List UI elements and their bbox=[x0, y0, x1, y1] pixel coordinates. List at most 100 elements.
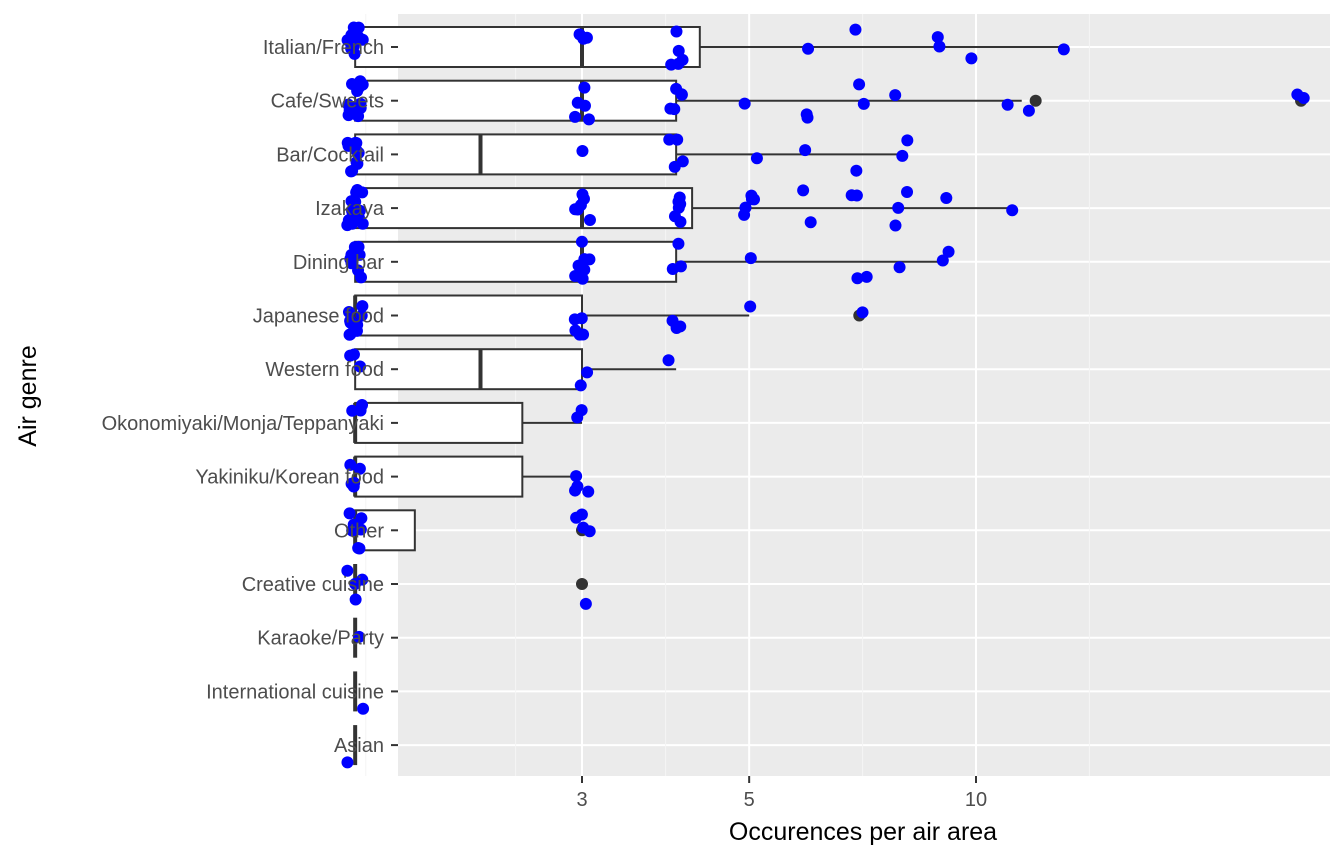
x-axis: 3 5 10 bbox=[576, 776, 987, 811]
point-okonomiyaki-monja-teppanyaki-4 bbox=[575, 404, 588, 417]
y-tick-label-karaoke-party: Karaoke/Party bbox=[257, 628, 384, 650]
point-italian-french-16 bbox=[670, 25, 683, 38]
y-tick-label-okonomiyaki-monja-teppanyaki: Okonomiyaki/Monja/Teppanyaki bbox=[102, 413, 384, 435]
point-western-food-4 bbox=[581, 366, 594, 379]
point-creative-cuisine-4 bbox=[579, 597, 592, 610]
point-izakaya-33 bbox=[804, 216, 817, 229]
point-dining-bar-22 bbox=[744, 252, 757, 265]
point-karaoke-party-0 bbox=[353, 630, 366, 643]
y-tick-label-international-cuisine: International cuisine bbox=[206, 681, 384, 703]
point-other-10 bbox=[570, 511, 583, 524]
point-western-food-2 bbox=[347, 348, 360, 361]
point-yakiniku-korean-food-6 bbox=[582, 485, 595, 498]
point-izakaya-39 bbox=[892, 201, 905, 214]
point-japanese-food-1 bbox=[355, 309, 368, 322]
y-tick-label-bar-cocktail: Bar/Cocktail bbox=[276, 144, 384, 166]
point-dining-bar-24 bbox=[851, 272, 864, 285]
point-yakiniku-korean-food-2 bbox=[353, 462, 366, 475]
point-creative-cuisine-3 bbox=[349, 593, 362, 606]
point-izakaya-40 bbox=[940, 191, 953, 204]
point-izakaya-20 bbox=[576, 188, 589, 201]
point-cafe-sweets-12 bbox=[343, 104, 356, 117]
point-cafe-sweets-24 bbox=[738, 97, 751, 110]
point-italian-french-19 bbox=[849, 23, 862, 36]
point-okonomiyaki-monja-teppanyaki-2 bbox=[354, 404, 367, 417]
point-dining-bar-26 bbox=[942, 245, 955, 258]
box-iqr bbox=[354, 401, 524, 444]
x-axis-title: Occurences per air area bbox=[729, 818, 997, 846]
point-dining-bar-7 bbox=[352, 240, 365, 253]
point-izakaya-27 bbox=[674, 215, 687, 228]
point-bar-cocktail-7 bbox=[346, 164, 359, 177]
point-izakaya-21 bbox=[583, 214, 596, 227]
point-cafe-sweets-23 bbox=[664, 102, 677, 115]
point-international-cuisine-0 bbox=[357, 702, 370, 715]
box-iqr bbox=[354, 26, 701, 68]
point-western-food-1 bbox=[354, 360, 367, 373]
point-izakaya-38 bbox=[901, 185, 914, 198]
point-dining-bar-23 bbox=[860, 270, 873, 283]
point-asian-0 bbox=[341, 756, 354, 769]
point-cafe-sweets-27 bbox=[853, 78, 866, 91]
point-bar-cocktail-6 bbox=[350, 137, 363, 150]
y-tick-label-dining-bar: Dining bar bbox=[293, 252, 385, 274]
point-cafe-sweets-33 bbox=[1297, 92, 1310, 105]
x-tick-label-10: 10 bbox=[965, 789, 987, 811]
point-italian-french-8 bbox=[347, 40, 360, 53]
point-bar-cocktail-16 bbox=[799, 144, 812, 157]
point-dining-bar-14 bbox=[578, 263, 591, 276]
y-tick-label-other: Other bbox=[334, 520, 384, 542]
x-tick-label-3: 3 bbox=[576, 789, 587, 811]
point-creative-cuisine-2 bbox=[356, 573, 369, 586]
point-izakaya-37 bbox=[889, 219, 902, 232]
box-bar-cocktail bbox=[354, 133, 903, 176]
point-dining-bar-27 bbox=[936, 254, 949, 267]
point-italian-french-13 bbox=[672, 44, 685, 57]
point-japanese-food-8 bbox=[342, 305, 355, 318]
point-bar-cocktail-8 bbox=[341, 136, 354, 149]
point-izakaya-41 bbox=[1006, 204, 1019, 217]
box-iqr bbox=[354, 79, 678, 122]
point-japanese-food-17 bbox=[744, 300, 757, 313]
plot-panel bbox=[398, 14, 1330, 776]
y-tick-label-western-food: Western food bbox=[265, 359, 384, 381]
point-izakaya-11 bbox=[353, 204, 366, 217]
outlier-creative-cuisine-0 bbox=[576, 578, 588, 590]
point-other-8 bbox=[577, 521, 590, 534]
point-cafe-sweets-18 bbox=[578, 81, 591, 94]
jitter-point-layer bbox=[341, 21, 1310, 769]
point-other-6 bbox=[354, 523, 367, 536]
point-italian-french-22 bbox=[965, 52, 978, 65]
point-izakaya-36 bbox=[845, 189, 858, 202]
y-tick-label-cafe-sweets: Cafe/Sweets bbox=[271, 91, 384, 113]
point-dining-bar-18 bbox=[583, 253, 596, 266]
point-cafe-sweets-31 bbox=[1022, 104, 1035, 117]
point-italian-french-17 bbox=[676, 53, 689, 66]
point-dining-bar-21 bbox=[666, 262, 679, 275]
point-bar-cocktail-15 bbox=[750, 152, 763, 165]
point-other-4 bbox=[343, 507, 356, 520]
point-western-food-3 bbox=[574, 379, 587, 392]
point-italian-french-21 bbox=[933, 40, 946, 53]
point-cafe-sweets-29 bbox=[889, 89, 902, 102]
x-tick-label-5: 5 bbox=[744, 789, 755, 811]
point-cafe-sweets-11 bbox=[351, 85, 364, 98]
point-japanese-food-18 bbox=[856, 306, 869, 319]
point-dining-bar-13 bbox=[575, 235, 588, 248]
point-italian-french-3 bbox=[352, 21, 365, 34]
point-cafe-sweets-30 bbox=[1001, 98, 1014, 111]
point-izakaya-31 bbox=[748, 193, 761, 206]
box-iqr bbox=[354, 133, 678, 176]
point-okonomiyaki-monja-teppanyaki-0 bbox=[346, 404, 359, 417]
point-bar-cocktail-19 bbox=[896, 149, 909, 162]
point-cafe-sweets-13 bbox=[354, 97, 367, 110]
box-iqr bbox=[354, 455, 524, 498]
point-cafe-sweets-26 bbox=[801, 111, 814, 124]
point-japanese-food-16 bbox=[666, 314, 679, 327]
point-creative-cuisine-1 bbox=[341, 564, 354, 577]
point-bar-cocktail-17 bbox=[850, 164, 863, 177]
point-japanese-food-7 bbox=[343, 328, 356, 341]
y-axis: Italian/French Cafe/Sweets Bar/Cocktail Iza… bbox=[102, 37, 398, 757]
point-cafe-sweets-22 bbox=[670, 82, 683, 95]
